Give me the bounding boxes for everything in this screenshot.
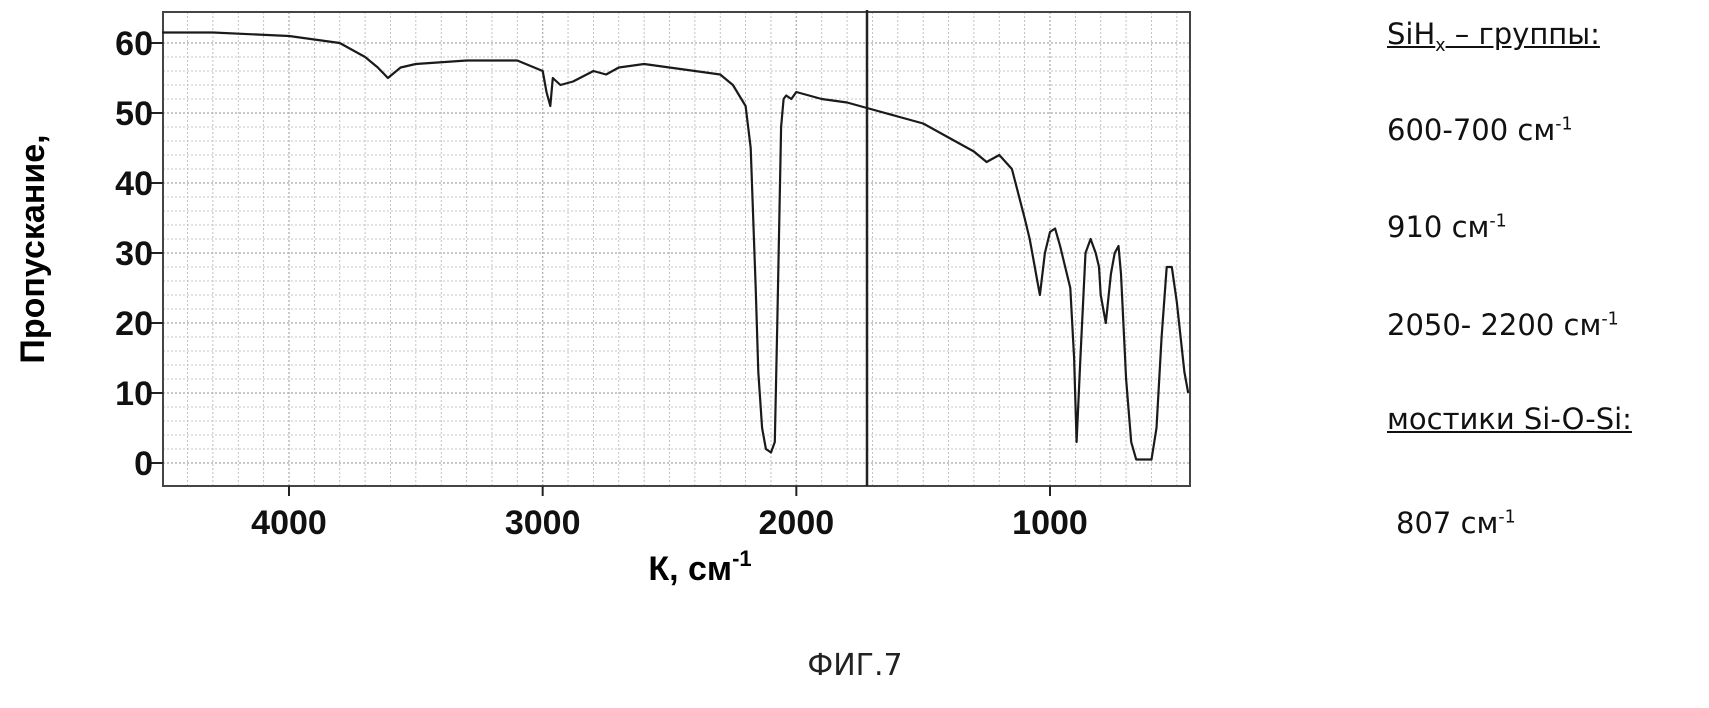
figure-caption: ФИГ.7 <box>807 648 902 683</box>
si-o-si-bridges-heading: мостики Si-O-Si: <box>1387 402 1632 436</box>
peak-label-text: 2050- 2200 см <box>1387 308 1601 342</box>
x-axis-title: К, см-1 <box>648 546 751 588</box>
grid-lines <box>163 12 1190 486</box>
y-tick-label: 0 <box>134 445 153 483</box>
peak-label-2050-2200: 2050- 2200 см-1 <box>1387 308 1619 342</box>
x-tick-label: 4000 <box>251 504 327 542</box>
y-tick-label: 40 <box>115 165 153 203</box>
y-tick-label: 60 <box>115 25 153 63</box>
unit-superscript: -1 <box>1601 309 1618 329</box>
peak-label-600-700: 600-700 см-1 <box>1387 113 1573 147</box>
y-tick-label: 30 <box>115 235 153 273</box>
y-tick-label: 20 <box>115 305 153 343</box>
x-tick-label: 1000 <box>1012 504 1088 542</box>
peak-label-text: 910 см <box>1387 210 1489 244</box>
sih-heading-main: SiH <box>1387 17 1435 51</box>
unit-superscript: -1 <box>1498 507 1515 527</box>
sih-heading-rest: – группы: <box>1446 17 1600 51</box>
sih-heading-sub: x <box>1435 36 1445 56</box>
plot-frame <box>163 12 1190 486</box>
unit-superscript: -1 <box>1489 211 1506 231</box>
y-tick-labels: 0 10 20 30 40 50 60 <box>115 25 163 483</box>
x-axis-title-sup: -1 <box>732 546 752 571</box>
y-axis-title: Пропускание, <box>14 134 52 363</box>
peak-label-910: 910 см-1 <box>1387 210 1507 244</box>
peak-label-807: 807 см-1 <box>1396 506 1516 540</box>
y-tick-label: 10 <box>115 375 153 413</box>
y-tick-label: 50 <box>115 95 153 133</box>
x-tick-label: 2000 <box>759 504 835 542</box>
x-tick-labels: 4000 3000 2000 1000 <box>251 486 1088 542</box>
spectrum-line <box>162 33 1188 460</box>
x-axis-title-main: К, см <box>648 550 732 588</box>
x-tick-label: 3000 <box>505 504 581 542</box>
sih-groups-heading: SiHx – группы: <box>1387 17 1600 56</box>
bridges-heading-text: мостики Si-O-Si: <box>1387 402 1632 436</box>
peak-label-text: 807 см <box>1396 506 1498 540</box>
peak-label-text: 600-700 см <box>1387 113 1555 147</box>
unit-superscript: -1 <box>1555 114 1572 134</box>
